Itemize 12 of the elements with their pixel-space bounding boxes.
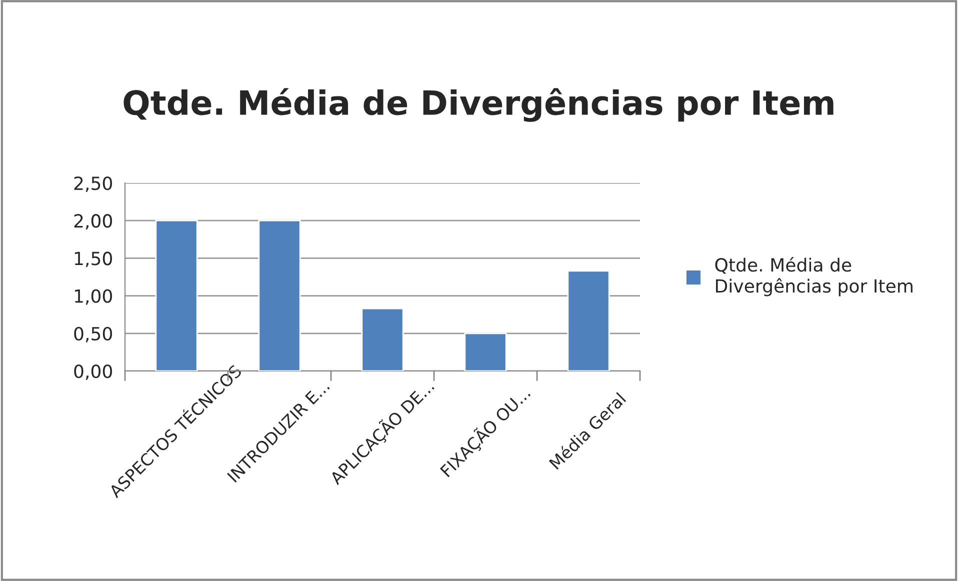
y-tick-label: 2,50 bbox=[74, 176, 112, 192]
legend-label: Qtde. Média de Divergências por Item bbox=[715, 257, 912, 296]
bar bbox=[567, 270, 610, 371]
chart-title: Qtde. Média de Divergências por Item bbox=[124, 88, 834, 122]
y-tick-label: 1,00 bbox=[74, 289, 112, 305]
bar bbox=[258, 220, 301, 371]
y-tick-label: 1,50 bbox=[74, 252, 112, 268]
bar bbox=[361, 308, 404, 371]
bar bbox=[464, 332, 507, 371]
y-tick-label: 0,50 bbox=[74, 326, 112, 342]
y-tick-label: 2,00 bbox=[74, 214, 112, 230]
y-tick-label: 0,00 bbox=[74, 364, 112, 380]
